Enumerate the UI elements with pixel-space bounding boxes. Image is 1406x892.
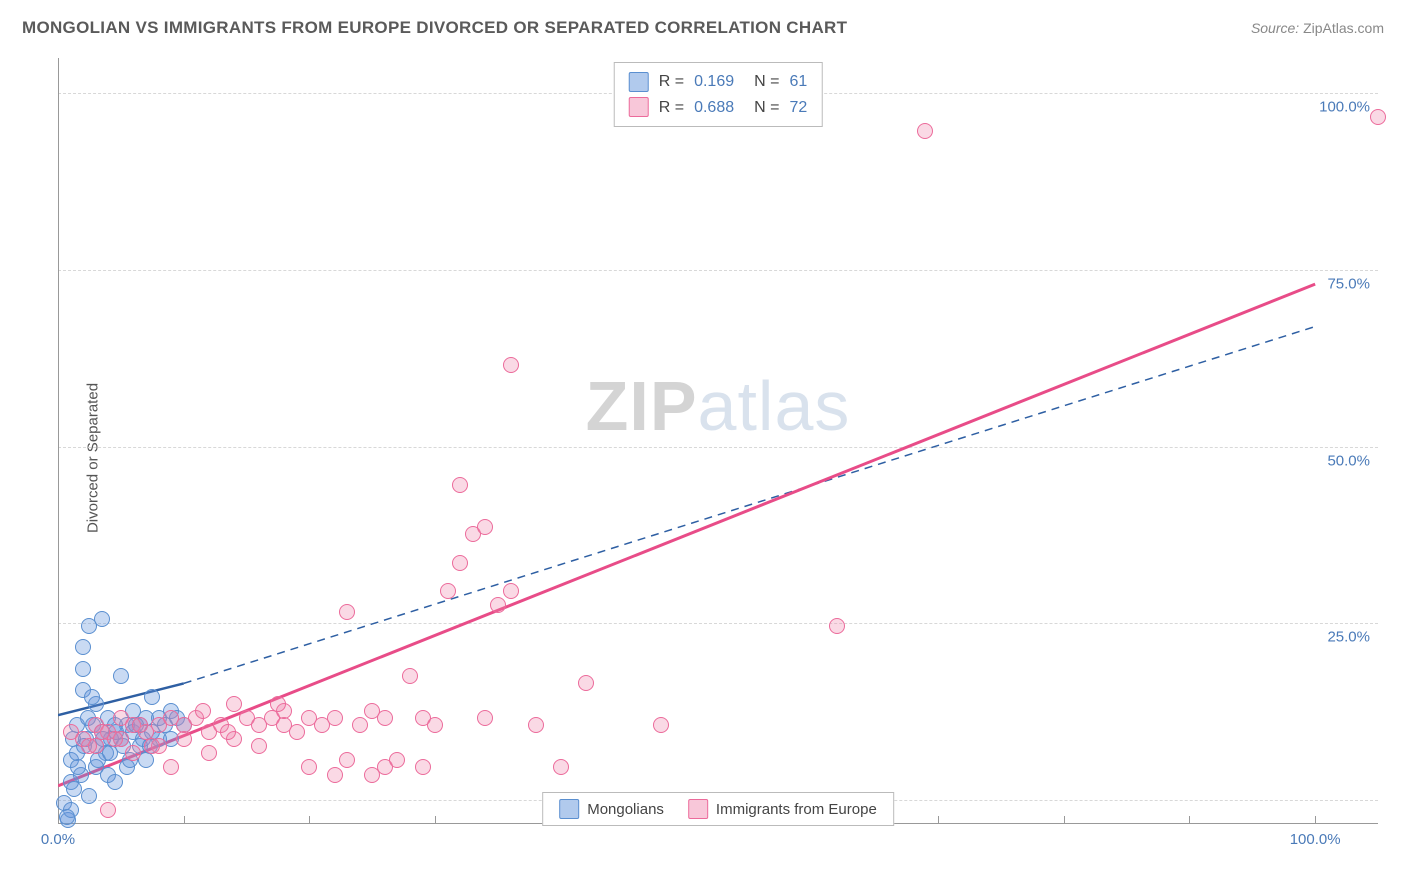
legend-row: R = 0.169 N = 61	[629, 69, 808, 95]
scatter-point	[917, 123, 933, 139]
y-tick-label: 25.0%	[1327, 629, 1370, 646]
scatter-point	[107, 774, 123, 790]
trend-lines	[58, 58, 1378, 824]
legend-row: R = 0.688 N = 72	[629, 95, 808, 121]
scatter-point	[66, 781, 82, 797]
r-value: 0.169	[694, 69, 734, 95]
scatter-point	[389, 752, 405, 768]
scatter-point	[553, 759, 569, 775]
scatter-point	[144, 738, 160, 754]
scatter-point	[94, 611, 110, 627]
scatter-point	[427, 717, 443, 733]
scatter-point	[132, 717, 148, 733]
watermark-zip: ZIP	[586, 367, 698, 445]
scatter-point	[452, 555, 468, 571]
y-tick-label: 50.0%	[1327, 452, 1370, 469]
legend-swatch	[688, 799, 708, 819]
scatter-point	[339, 752, 355, 768]
n-label: N =	[754, 95, 779, 121]
scatter-point	[270, 696, 286, 712]
scatter-point	[251, 738, 267, 754]
gridline-h	[58, 623, 1378, 624]
scatter-point	[1370, 109, 1386, 125]
scatter-point	[75, 661, 91, 677]
scatter-point	[440, 583, 456, 599]
legend-item: Mongolians	[559, 799, 664, 819]
n-label: N =	[754, 69, 779, 95]
scatter-point	[829, 618, 845, 634]
scatter-point	[301, 759, 317, 775]
legend-series: Mongolians Immigrants from Europe	[542, 792, 894, 826]
legend-swatch	[629, 97, 649, 117]
scatter-point	[84, 689, 100, 705]
scatter-point	[452, 477, 468, 493]
legend-label: Immigrants from Europe	[716, 801, 877, 818]
scatter-point	[226, 696, 242, 712]
scatter-point	[352, 717, 368, 733]
chart-title: MONGOLIAN VS IMMIGRANTS FROM EUROPE DIVO…	[22, 18, 847, 38]
source-attribution: Source: ZipAtlas.com	[1251, 20, 1384, 36]
scatter-point	[477, 710, 493, 726]
scatter-point	[653, 717, 669, 733]
watermark: ZIPatlas	[586, 366, 851, 446]
scatter-point	[59, 809, 75, 825]
scatter-point	[503, 357, 519, 373]
scatter-point	[195, 703, 211, 719]
legend-label: Mongolians	[587, 801, 664, 818]
n-value: 72	[789, 95, 807, 121]
scatter-point	[163, 759, 179, 775]
scatter-point	[415, 759, 431, 775]
scatter-point	[220, 724, 236, 740]
y-axis	[58, 58, 59, 824]
r-label: R =	[659, 95, 684, 121]
scatter-point	[503, 583, 519, 599]
scatter-point	[81, 738, 97, 754]
x-tick-label: 0.0%	[41, 831, 75, 848]
source-value: ZipAtlas.com	[1303, 20, 1384, 36]
r-label: R =	[659, 69, 684, 95]
scatter-point	[75, 639, 91, 655]
scatter-point	[402, 668, 418, 684]
x-tick-label: 100.0%	[1290, 831, 1341, 848]
legend-correlation: R = 0.169 N = 61 R = 0.688 N = 72	[614, 62, 823, 127]
scatter-point	[201, 745, 217, 761]
scatter-point	[528, 717, 544, 733]
legend-swatch	[629, 72, 649, 92]
scatter-point	[113, 668, 129, 684]
scatter-point	[490, 597, 506, 613]
scatter-point	[107, 731, 123, 747]
scatter-point	[578, 675, 594, 691]
scatter-point	[477, 519, 493, 535]
scatter-point	[70, 759, 86, 775]
chart-header: MONGOLIAN VS IMMIGRANTS FROM EUROPE DIVO…	[0, 0, 1406, 48]
scatter-point	[339, 604, 355, 620]
gridline-h	[58, 270, 1378, 271]
y-tick-label: 75.0%	[1327, 276, 1370, 293]
legend-item: Immigrants from Europe	[688, 799, 877, 819]
scatter-point	[289, 724, 305, 740]
source-label: Source:	[1251, 20, 1299, 36]
gridline-h	[58, 447, 1378, 448]
r-value: 0.688	[694, 95, 734, 121]
y-tick-label: 100.0%	[1319, 99, 1370, 116]
scatter-point	[81, 788, 97, 804]
chart-container: Divorced or Separated ZIPatlas 25.0%50.0…	[48, 58, 1384, 858]
n-value: 61	[789, 69, 807, 95]
watermark-atlas: atlas	[698, 367, 851, 445]
scatter-point	[100, 802, 116, 818]
scatter-point	[125, 745, 141, 761]
legend-swatch	[559, 799, 579, 819]
scatter-point	[176, 731, 192, 747]
scatter-point	[144, 689, 160, 705]
scatter-point	[327, 710, 343, 726]
scatter-point	[327, 767, 343, 783]
scatter-point	[377, 710, 393, 726]
plot-area: ZIPatlas 25.0%50.0%75.0%100.0%0.0%100.0%…	[58, 58, 1378, 848]
